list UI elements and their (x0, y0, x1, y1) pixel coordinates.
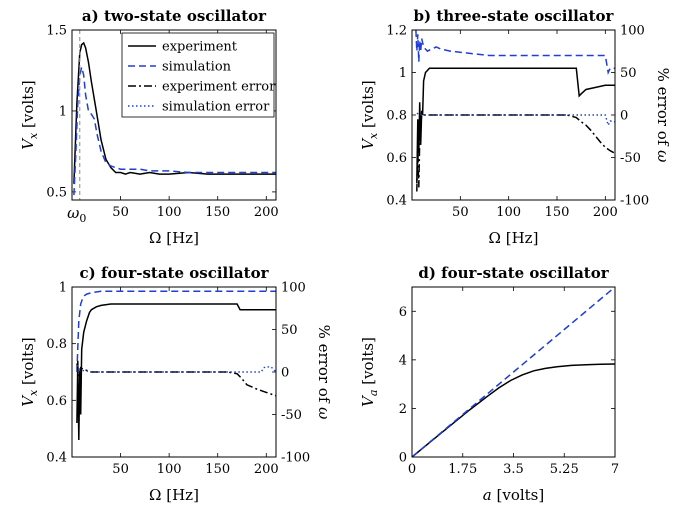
y-tick-label: 1.2 (386, 24, 407, 39)
y-tick-label: 0.4 (386, 194, 407, 209)
series-line-experiment-error (416, 114, 615, 192)
x-axis-label: Ω [Hz] (149, 486, 199, 504)
x-axis-label: Ω [Hz] (149, 229, 199, 247)
y-right-tick-label: -100 (620, 194, 649, 209)
x-tick-label: 50 (112, 205, 129, 220)
y-axis-label: Va [volts] (359, 337, 380, 407)
y-right-tick-label: 50 (620, 66, 637, 81)
series-line-experiment-error (76, 363, 276, 397)
series-line-experiment (76, 303, 276, 441)
y-tick-label: 1 (59, 104, 67, 119)
y-tick-label: 0 (399, 451, 407, 466)
y-tick-label: 1 (399, 66, 407, 81)
x-tick-label: 200 (593, 205, 618, 220)
legend-label: experiment (162, 40, 238, 55)
y-tick-label: 1 (59, 281, 67, 296)
legend-label: simulation (162, 60, 232, 75)
series-line-experiment (416, 67, 615, 184)
omega0-annotation: ω0 (67, 204, 86, 225)
x-axis-label: Ω [Hz] (489, 229, 539, 247)
x-tick-label: 200 (254, 205, 279, 220)
y-right-tick-label: -50 (281, 408, 302, 423)
plot-frame (411, 29, 616, 201)
series-group (412, 287, 615, 457)
y-right-tick-label: 0 (620, 109, 628, 124)
y-axis-label: Vx [volts] (19, 337, 40, 407)
y-right-tick-label: 100 (281, 281, 306, 296)
plot-frame (71, 286, 277, 458)
y-tick-label: 2 (399, 402, 407, 417)
y-right-tick-label: 0 (281, 366, 289, 381)
y-tick-label: 0.6 (46, 394, 67, 409)
chart-panel-4: d) four-state oscillator 0 1.75 3.5 5.25 7 0 2 4… (359, 264, 619, 504)
series-line-simulation-error (76, 364, 276, 373)
x-tick-label: 150 (545, 205, 570, 220)
y-right-tick-label: -50 (620, 151, 641, 166)
chart-title: c) four-state oscillator (80, 264, 270, 282)
y-axis-label: Vx [volts] (359, 80, 380, 150)
series-group (415, 30, 615, 192)
y-right-axis-label: % error of ω (654, 68, 672, 163)
x-tick-label: 5.25 (550, 462, 579, 477)
y-tick-label: 0.4 (46, 451, 67, 466)
x-tick-label: 100 (157, 205, 182, 220)
plot-frame (411, 286, 616, 458)
legend-box (121, 32, 275, 118)
x-tick-label: 50 (112, 462, 129, 477)
x-tick-label: 50 (452, 205, 469, 220)
series-group (73, 41, 276, 196)
omega0-subscript: 0 (79, 212, 86, 225)
x-tick-label: 3.5 (503, 462, 524, 477)
series-group (76, 290, 276, 441)
y-right-axis-label: % error of ω (315, 325, 333, 420)
series-line-simulation (412, 287, 615, 457)
series-line-experiment (73, 41, 276, 184)
y-tick-label: 0.8 (386, 109, 407, 124)
plot-frame (71, 29, 277, 201)
y-right-tick-label: -100 (281, 451, 310, 466)
x-axis-label: a [volts] (483, 486, 544, 504)
legend-label: simulation error (162, 100, 270, 115)
series-line-simulation (76, 290, 276, 373)
x-tick-label: 7 (611, 462, 619, 477)
chart-title: d) four-state oscillator (418, 264, 609, 282)
y-right-tick-label: 50 (281, 323, 298, 338)
legend-label: experiment error (162, 80, 276, 95)
y-right-tick-label: 100 (620, 24, 645, 39)
series-line-experiment (412, 363, 615, 457)
x-tick-label: 200 (254, 462, 279, 477)
y-tick-label: 1.5 (46, 24, 67, 39)
y-tick-label: 0.6 (386, 151, 407, 166)
series-line-simulation (73, 67, 276, 196)
x-tick-label: 100 (496, 205, 521, 220)
x-tick-label: 150 (205, 205, 230, 220)
x-tick-label: 0 (408, 462, 416, 477)
x-tick-label: 150 (205, 462, 230, 477)
chart-title: a) two-state oscillator (82, 7, 267, 25)
y-axis-label: Vx [volts] (19, 80, 40, 150)
y-tick-label: 6 (399, 305, 407, 320)
y-tick-label: 4 (399, 353, 407, 368)
legend: experiment simulation experiment error simu… (121, 32, 276, 118)
y-tick-label: 0.8 (46, 337, 67, 352)
omega0-symbol: ω (67, 204, 79, 222)
chart-title: b) three-state oscillator (414, 7, 615, 25)
x-tick-label: 100 (157, 462, 182, 477)
chart-panel-1: a) two-state oscillator 50 100 150 200 0.5 1 1.… (19, 7, 279, 247)
y-tick-label: 0.5 (46, 185, 67, 200)
series-line-simulation (415, 30, 615, 75)
x-tick-label: 1.75 (448, 462, 477, 477)
